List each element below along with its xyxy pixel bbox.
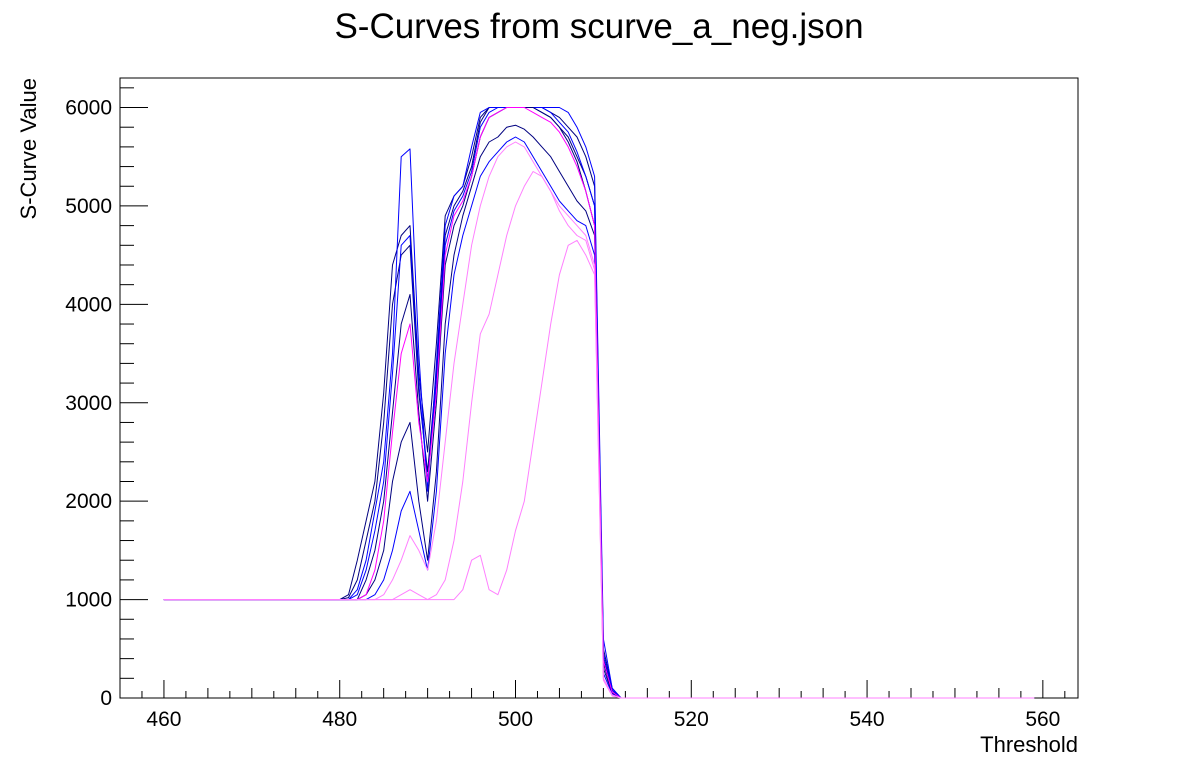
series-line-9 [163, 141, 1035, 699]
y-tick-label: 0 [100, 687, 112, 710]
y-tick-label: 1000 [65, 589, 112, 612]
chart-title: S-Curves from scurve_a_neg.json [334, 7, 863, 46]
series-line-2 [163, 107, 1035, 699]
x-tick-label: 500 [498, 708, 533, 731]
y-tick-label: 5000 [65, 195, 112, 218]
y-tick-label: 4000 [65, 293, 112, 316]
series-line-4 [163, 107, 1035, 699]
y-tick-label: 2000 [65, 490, 112, 513]
axis-ticks [120, 87, 1066, 699]
series-group [163, 107, 1035, 699]
x-tick-label: 460 [146, 708, 181, 731]
series-line-7 [163, 136, 1035, 699]
y-tick-label: 3000 [65, 392, 112, 415]
x-axis-label: Threshold [980, 732, 1078, 757]
series-line-6 [163, 124, 1035, 699]
axis-tick-labels: 460 480 500 520 540 560 0 1000 2000 3000 4000 5000 6… [65, 97, 1060, 731]
x-tick-label: 540 [850, 708, 885, 731]
y-axis-label: S-Curve Value [16, 78, 41, 219]
series-line-8 [163, 107, 1035, 699]
series-line-3 [163, 107, 1035, 699]
series-line-11 [163, 239, 1035, 699]
y-tick-label: 6000 [65, 97, 112, 120]
x-tick-label: 560 [1025, 708, 1060, 731]
plot-frame [119, 77, 1079, 699]
x-tick-label: 520 [674, 708, 709, 731]
x-tick-label: 480 [322, 708, 357, 731]
